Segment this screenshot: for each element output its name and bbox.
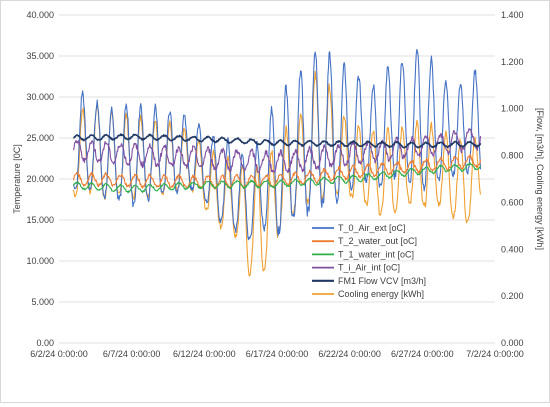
series-line-0 xyxy=(72,48,482,241)
series-line-2 xyxy=(72,162,481,194)
x-tick-label: 7/2/24 0:00:00 xyxy=(466,349,524,359)
y2-axis-title: [Flow, [m3/h], Cooling energy [kWh] xyxy=(535,108,545,250)
gridlines xyxy=(59,14,495,344)
right-tick-label: 0.400 xyxy=(501,244,524,254)
x-axis-ticks: 6/2/24 0:00:00 6/7/24 0:00:00 6/12/24 0:00… xyxy=(30,349,524,359)
x-tick-label: 6/27/24 0:00:00 xyxy=(391,349,454,359)
left-tick-label: 25.000 xyxy=(26,133,54,143)
left-tick-label: 40.000 xyxy=(26,10,54,20)
left-tick-label: 35.000 xyxy=(26,51,54,61)
x-tick-label: 6/12/24 0:00:00 xyxy=(173,349,236,359)
x-tick-label: 6/17/24 0:00:00 xyxy=(246,349,309,359)
right-tick-label: 0.800 xyxy=(501,151,524,161)
y-axis-title: Temperature [0C] xyxy=(12,144,22,214)
left-tick-label: 20.000 xyxy=(26,174,54,184)
legend: T_0_Air_ext [oC] T_2_water_out [oC] T_1_wa… xyxy=(312,223,426,299)
series-line-5 xyxy=(72,70,482,277)
right-axis-ticks: 0.000 0.200 0.400 0.600 0.800 1.000 1.200 1.400 xyxy=(501,10,524,348)
left-axis-ticks: 0.00 5.000 10.000 15.000 20.000 25.000 30.000 3… xyxy=(26,10,54,348)
x-tick-label: 6/7/24 0:00:00 xyxy=(103,349,161,359)
legend-label-0: T_0_Air_ext [oC] xyxy=(338,223,406,233)
series-line-3 xyxy=(72,128,482,174)
left-tick-label: 0.00 xyxy=(36,338,54,348)
left-tick-label: 5.000 xyxy=(31,297,54,307)
left-tick-label: 30.000 xyxy=(26,92,54,102)
right-tick-label: 0.600 xyxy=(501,197,524,207)
legend-label-5: Cooling energy [kWh] xyxy=(338,289,424,299)
right-tick-label: 1.200 xyxy=(501,57,524,67)
legend-label-3: T_i_Air_int [oC] xyxy=(338,263,400,273)
x-tick-label: 6/22/24 0:00:00 xyxy=(318,349,381,359)
left-tick-label: 10.000 xyxy=(26,256,54,266)
legend-label-1: T_2_water_out [oC] xyxy=(338,236,417,246)
left-tick-label: 15.000 xyxy=(26,215,54,225)
right-tick-label: 1.400 xyxy=(501,10,524,20)
series-line-1 xyxy=(72,154,482,190)
series-line-4 xyxy=(72,133,482,149)
right-tick-label: 0.200 xyxy=(501,291,524,301)
legend-label-2: T_1_water_int [oC] xyxy=(338,249,414,259)
x-tick-label: 6/2/24 0:00:00 xyxy=(30,349,88,359)
series-layer xyxy=(72,48,482,277)
right-tick-label: 1.000 xyxy=(501,104,524,114)
legend-label-4: FM1 Flow VCV [m3/h] xyxy=(338,276,426,286)
right-tick-label: 0.000 xyxy=(501,338,524,348)
